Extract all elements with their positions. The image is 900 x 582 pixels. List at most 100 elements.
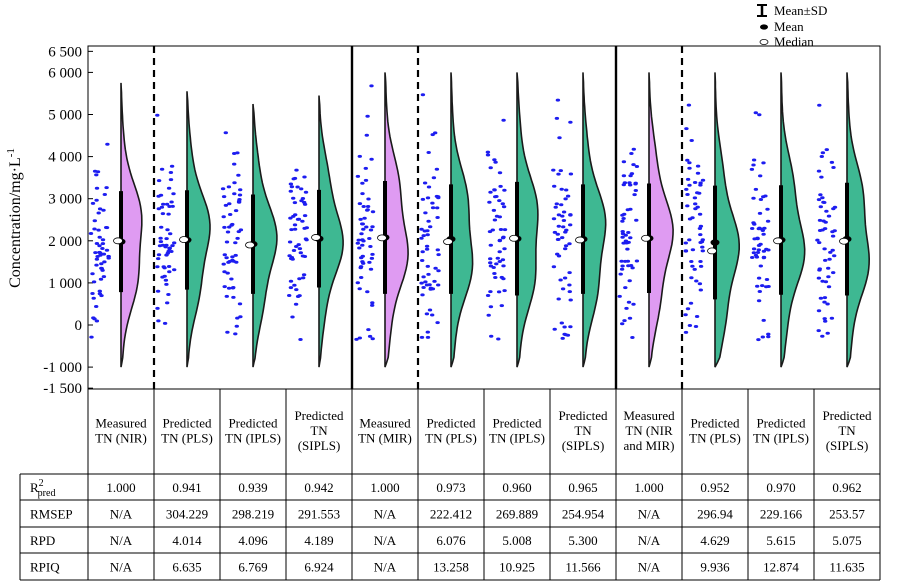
- data-point: [756, 299, 762, 303]
- table-value-cell: 253.57: [829, 507, 865, 522]
- table-row-label: RPIQ: [30, 560, 60, 575]
- data-point: [358, 266, 363, 270]
- data-point: [695, 164, 701, 168]
- data-point: [620, 230, 625, 233]
- data-point: [486, 313, 491, 317]
- data-point: [627, 181, 632, 185]
- data-point: [627, 316, 633, 320]
- table-header-cell: TN (MIR): [358, 431, 412, 446]
- data-point: [163, 278, 169, 282]
- data-point: [822, 247, 827, 251]
- table-value-cell: 1.000: [370, 480, 399, 495]
- data-point: [421, 275, 426, 279]
- data-point: [560, 236, 565, 240]
- data-point: [357, 202, 363, 206]
- data-point: [563, 247, 568, 251]
- data-point: [100, 268, 105, 272]
- data-point: [501, 118, 506, 122]
- data-point: [426, 272, 431, 276]
- data-point: [435, 321, 440, 325]
- data-point: [96, 211, 101, 215]
- data-point: [367, 334, 373, 338]
- data-point: [357, 154, 362, 158]
- y-tick-label: 1 000: [48, 276, 82, 292]
- data-point: [226, 286, 232, 290]
- data-point: [159, 205, 165, 209]
- data-point: [98, 253, 103, 257]
- data-point: [631, 163, 636, 167]
- data-point: [501, 205, 507, 209]
- data-point: [164, 243, 169, 247]
- data-point: [166, 265, 172, 268]
- data-point: [825, 331, 830, 335]
- data-point: [632, 193, 637, 197]
- data-point: [363, 178, 369, 182]
- data-point: [168, 178, 174, 182]
- data-point: [426, 219, 431, 223]
- data-point: [92, 227, 97, 231]
- data-point: [232, 192, 237, 196]
- y-axis-label: Concentration/mg·L-1: [5, 148, 24, 288]
- legend-label: Mean±SD: [774, 3, 827, 18]
- median-marker: [641, 234, 651, 242]
- data-point: [761, 256, 767, 260]
- data-point: [630, 266, 635, 270]
- data-point: [816, 309, 822, 313]
- data-point: [94, 319, 100, 323]
- data-point: [433, 266, 438, 270]
- data-point: [826, 214, 832, 218]
- data-point: [294, 168, 299, 172]
- data-point: [625, 208, 630, 212]
- data-point: [360, 181, 365, 185]
- data-point: [824, 148, 829, 152]
- table-value-cell: 6.076: [436, 533, 466, 548]
- data-point: [757, 211, 763, 215]
- legend-label: Mean: [774, 19, 804, 34]
- data-point: [165, 301, 170, 305]
- data-point: [634, 259, 640, 263]
- data-point: [428, 225, 433, 229]
- data-point: [167, 270, 172, 274]
- data-point: [91, 296, 96, 300]
- data-point: [94, 242, 100, 245]
- data-point: [299, 187, 304, 191]
- data-point: [629, 172, 635, 176]
- data-point: [828, 250, 833, 254]
- data-point: [368, 267, 374, 271]
- data-point: [627, 279, 632, 283]
- data-point: [356, 238, 361, 242]
- data-point: [618, 272, 623, 276]
- data-point: [302, 214, 308, 218]
- data-point: [288, 189, 293, 193]
- data-point: [435, 216, 440, 219]
- data-point: [368, 245, 373, 248]
- data-point: [222, 285, 227, 289]
- data-point: [565, 194, 571, 198]
- data-point: [222, 270, 227, 274]
- data-point: [300, 219, 305, 223]
- data-point: [685, 307, 691, 311]
- data-point: [750, 227, 755, 230]
- data-point: [420, 293, 425, 297]
- data-point: [617, 294, 622, 298]
- data-point: [502, 247, 507, 251]
- data-point: [224, 294, 229, 298]
- table-value-cell: 0.962: [832, 480, 861, 495]
- data-point: [683, 313, 688, 317]
- data-point: [620, 264, 625, 268]
- data-point: [692, 196, 698, 200]
- table-value-cell: 13.258: [433, 560, 469, 575]
- data-point: [365, 208, 370, 212]
- data-point: [367, 260, 372, 264]
- data-point: [172, 241, 177, 245]
- data-point: [102, 260, 107, 264]
- data-point: [220, 187, 226, 191]
- data-point: [567, 290, 572, 294]
- data-point: [303, 190, 309, 194]
- data-point: [697, 212, 703, 216]
- data-point: [288, 216, 293, 220]
- data-point: [365, 290, 370, 294]
- data-point: [292, 227, 298, 231]
- data-point: [816, 169, 822, 173]
